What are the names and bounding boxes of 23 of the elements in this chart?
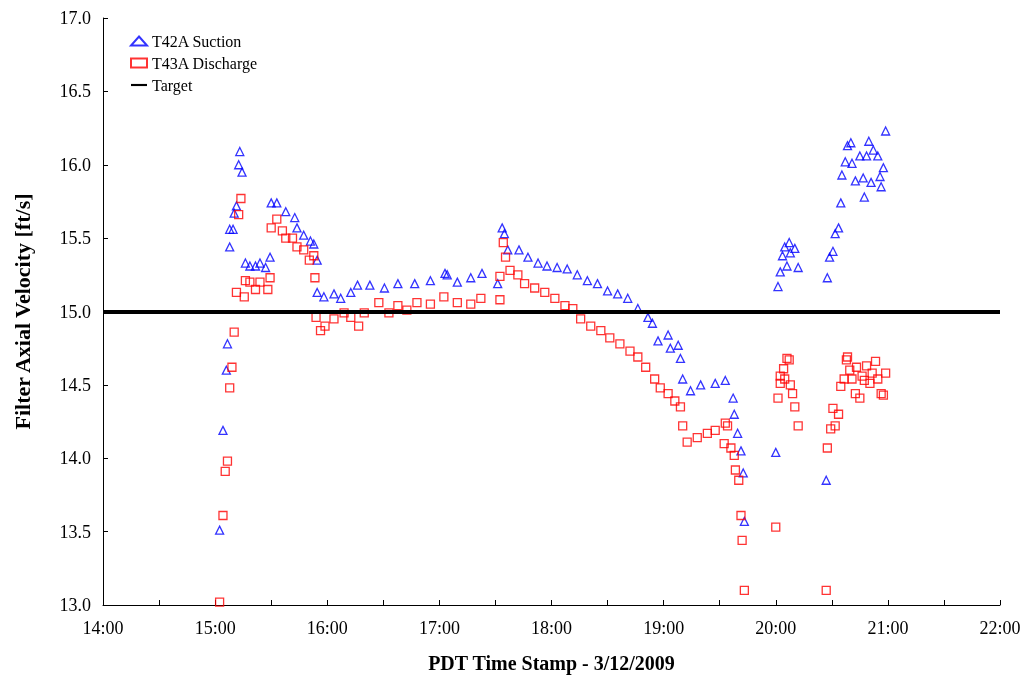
y-tick-label: 13.5 bbox=[59, 521, 91, 542]
y-tick-label: 14.0 bbox=[59, 448, 91, 469]
y-tick-label: 14.5 bbox=[59, 374, 91, 395]
y-axis-title: Filter Axial Velocity [ft/s] bbox=[9, 193, 35, 430]
x-tick-label: 16:00 bbox=[306, 618, 348, 638]
x-tick-label: 19:00 bbox=[643, 618, 685, 638]
legend-label: T43A Discharge bbox=[152, 54, 258, 73]
x-tick-label: 17:00 bbox=[418, 618, 460, 638]
y-tick-label: 16.0 bbox=[59, 154, 91, 175]
x-axis-title: PDT Time Stamp - 3/12/2009 bbox=[428, 652, 675, 675]
x-tick-label: 15:00 bbox=[194, 618, 236, 638]
x-tick-label: 21:00 bbox=[867, 618, 909, 638]
y-tick-label: 15.0 bbox=[59, 301, 91, 322]
x-tick-label: 22:00 bbox=[979, 618, 1021, 638]
x-tick-label: 14:00 bbox=[82, 618, 124, 638]
legend-label: Target bbox=[152, 76, 193, 95]
legend-label: T42A Suction bbox=[152, 32, 242, 50]
y-tick-label: 17.0 bbox=[59, 8, 91, 28]
x-tick-label: 18:00 bbox=[530, 618, 573, 638]
x-tick-label: 20:00 bbox=[755, 618, 797, 638]
y-tick-label: 15.5 bbox=[59, 228, 91, 249]
y-tick-label: 16.5 bbox=[59, 81, 91, 102]
y-tick-label: 13.0 bbox=[59, 595, 91, 615]
